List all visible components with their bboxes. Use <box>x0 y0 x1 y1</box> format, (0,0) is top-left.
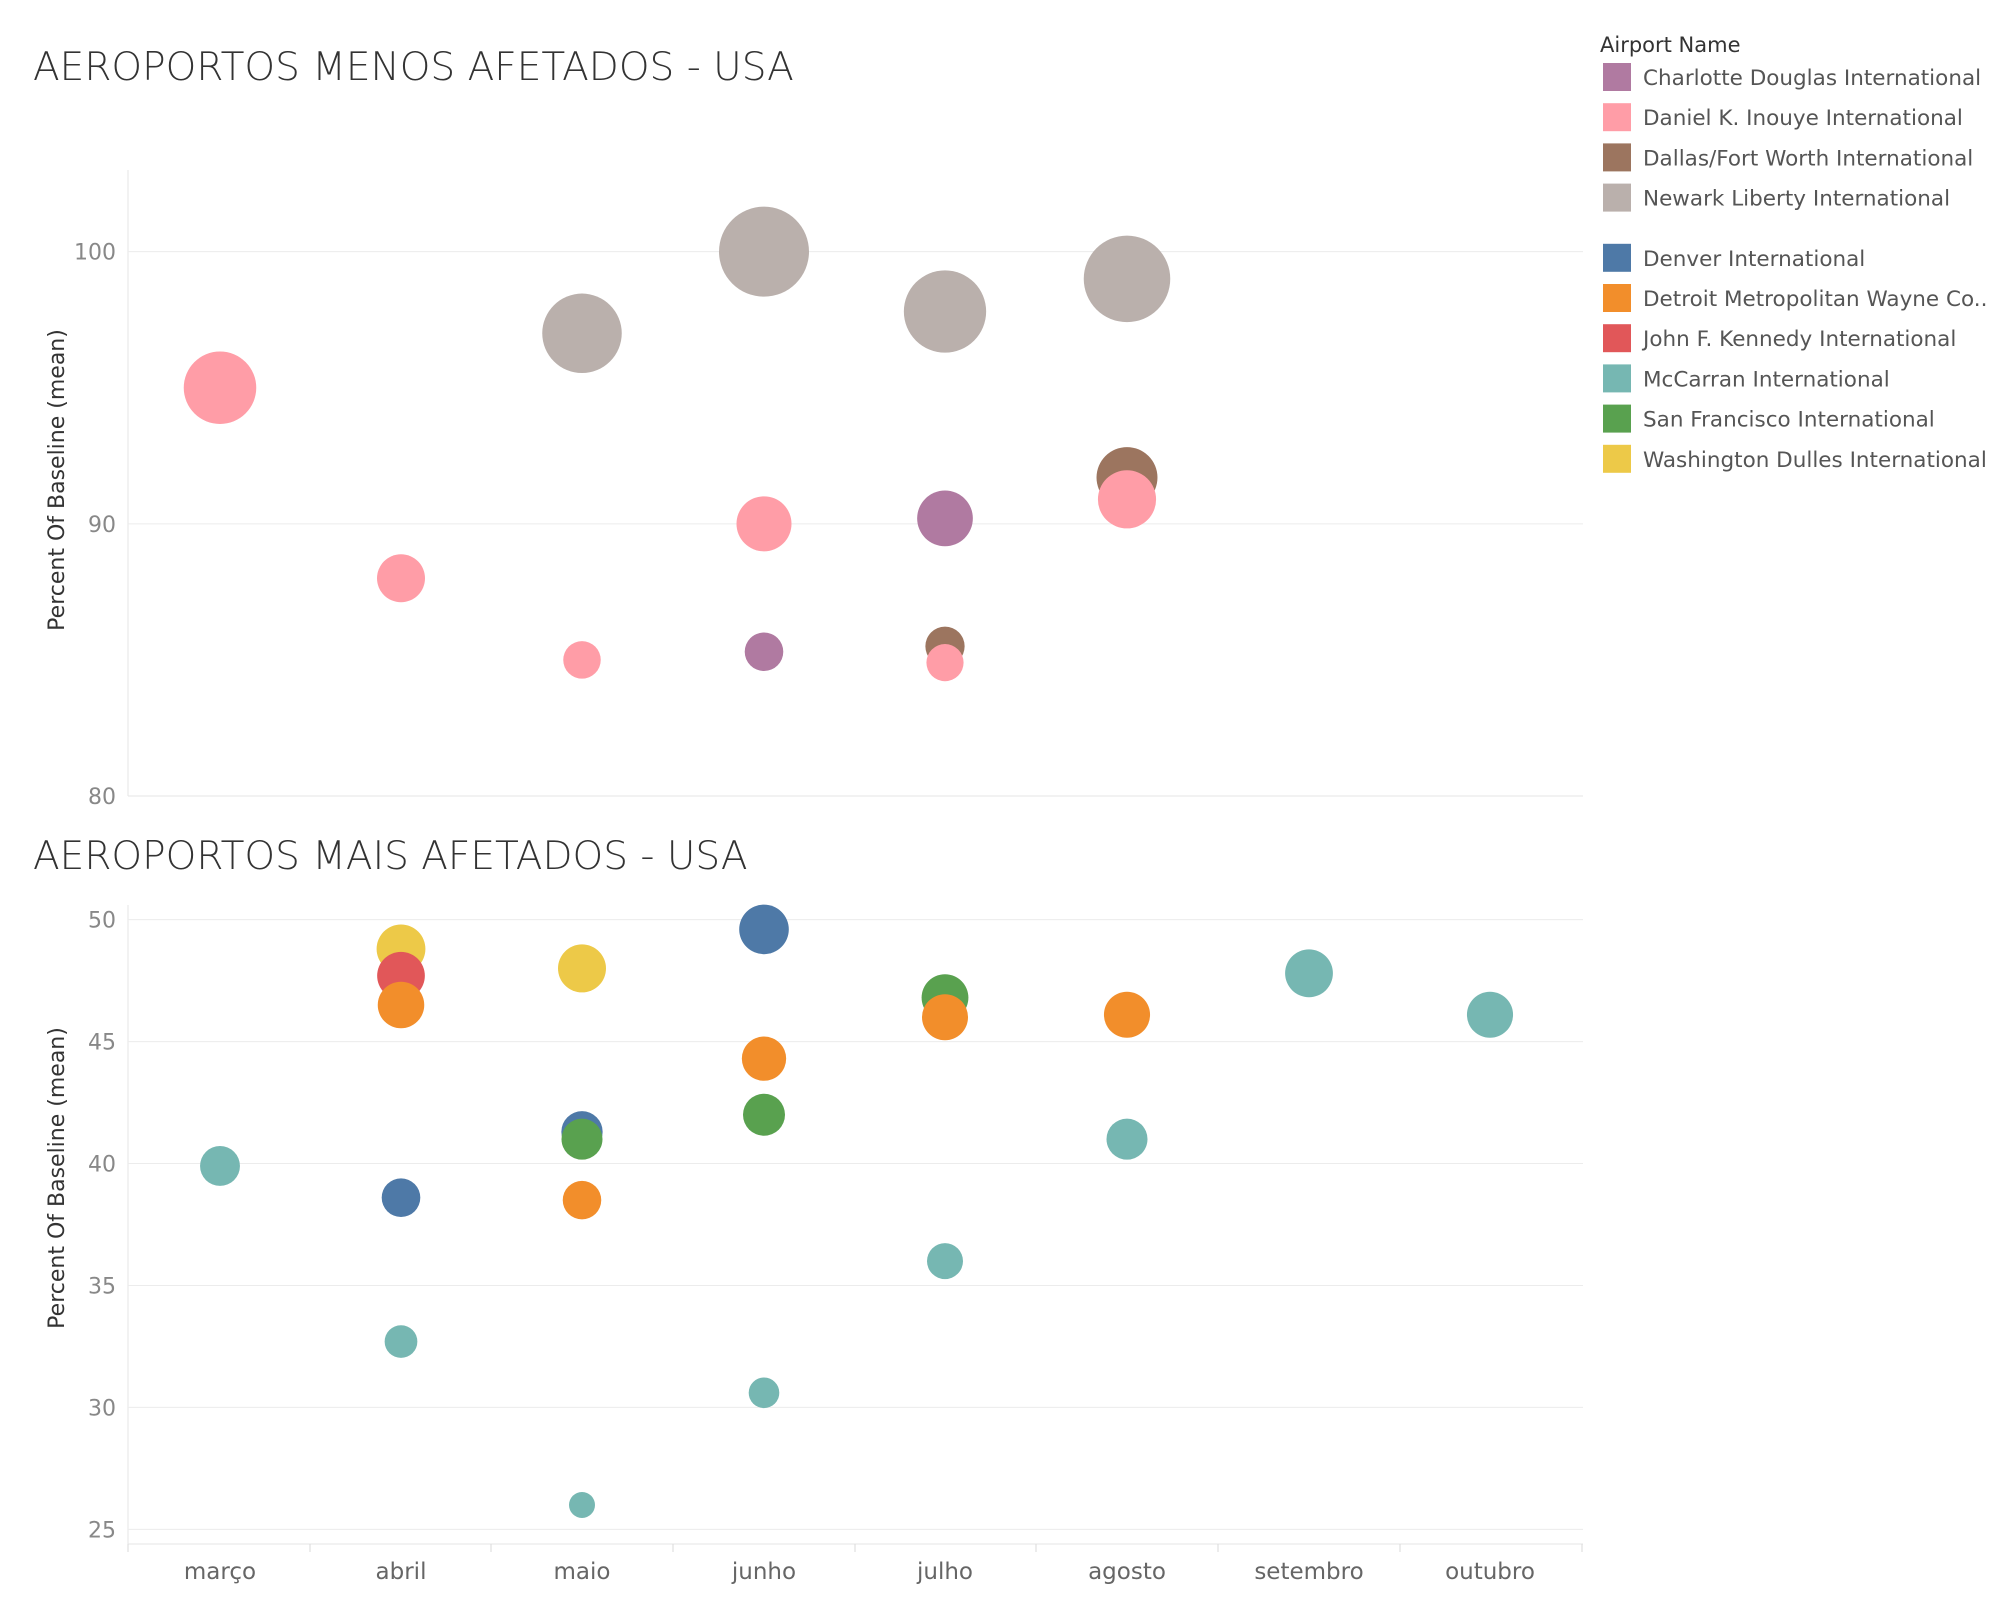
legend-swatch <box>1603 103 1631 132</box>
x-tick-label: agosto <box>1088 1559 1166 1585</box>
data-point <box>200 1146 240 1186</box>
legend-label: Daniel K. Inouye International <box>1643 106 1963 131</box>
x-tick-label: abril <box>376 1559 427 1585</box>
legend-label: Detroit Metropolitan Wayne Co.. <box>1643 287 1987 312</box>
legend-item[interactable]: Newark Liberty International <box>1603 183 1950 212</box>
x-tick-label: setembro <box>1254 1559 1363 1585</box>
chart-most-affected: AEROPORTOS MAIS AFETADOS - USA Percent O… <box>33 834 1583 1585</box>
data-point <box>917 490 973 547</box>
legend-swatch <box>1603 284 1631 312</box>
x-tick-label: março <box>184 1559 256 1585</box>
legend-item[interactable]: Washington Dulles International <box>1603 444 1987 473</box>
legend-label: San Francisco International <box>1643 408 1935 433</box>
y-tick-label: 35 <box>88 1274 116 1299</box>
legend-swatch <box>1603 183 1631 212</box>
gridlines <box>127 170 1583 797</box>
data-point <box>743 1093 785 1136</box>
data-point <box>1097 470 1157 529</box>
data-point <box>183 351 257 424</box>
legend-label: Washington Dulles International <box>1643 448 1987 473</box>
y-tick-label: 90 <box>88 513 116 538</box>
data-point <box>561 1118 603 1160</box>
legend-swatch <box>1603 404 1631 433</box>
data-point <box>384 1325 418 1358</box>
data-point <box>927 1243 963 1280</box>
y-tick-label: 25 <box>88 1518 116 1543</box>
data-point <box>542 293 622 374</box>
y-tick-label: 45 <box>88 1031 116 1056</box>
data-point <box>562 1180 602 1220</box>
legend-item[interactable]: Detroit Metropolitan Wayne Co.. <box>1603 284 1987 312</box>
x-tick-label: julho <box>916 1559 973 1585</box>
y-tick-label: 100 <box>74 241 116 266</box>
gridlines <box>127 905 1583 1545</box>
legend: Airport Name Charlotte Douglas Internati… <box>1600 33 1987 473</box>
data-point <box>1103 991 1151 1038</box>
data-point <box>739 904 789 955</box>
data-point <box>922 994 968 1041</box>
data-point <box>1106 1118 1148 1160</box>
legend-item[interactable]: Dallas/Fort Worth International <box>1603 143 1973 172</box>
y-axis-label: Percent Of Baseline (mean) <box>45 329 70 631</box>
data-point <box>381 1178 421 1217</box>
legend-swatch <box>1603 243 1631 272</box>
legend-label: Dallas/Fort Worth International <box>1643 146 1973 171</box>
legend-item[interactable]: Denver International <box>1603 243 1865 272</box>
x-tick-label: maio <box>554 1559 611 1585</box>
x-axis-ticks: março abril maio junho julho agosto setembro ou… <box>127 1544 1583 1585</box>
legend-swatch <box>1603 324 1631 353</box>
data-point <box>569 1491 595 1518</box>
data-point <box>377 554 425 603</box>
legend-items: Charlotte Douglas International Daniel K.… <box>1603 63 1987 473</box>
data-point <box>558 944 606 993</box>
data-point <box>1285 949 1333 998</box>
legend-swatch <box>1603 63 1631 91</box>
legend-item[interactable]: Charlotte Douglas International <box>1603 63 1981 91</box>
legend-title: Airport Name <box>1600 33 1741 57</box>
data-points <box>183 206 1171 682</box>
legend-item[interactable]: Daniel K. Inouye International <box>1603 103 1963 132</box>
data-point <box>1083 235 1171 323</box>
legend-swatch <box>1603 143 1631 172</box>
data-point <box>926 644 964 682</box>
data-points <box>200 904 1514 1518</box>
y-tick-label: 80 <box>88 785 116 810</box>
chart-title: AEROPORTOS MENOS AFETADOS - USA <box>33 45 794 90</box>
chart-title: AEROPORTOS MAIS AFETADOS - USA <box>33 834 748 879</box>
legend-label: John F. Kennedy International <box>1641 327 1956 352</box>
legend-swatch <box>1603 444 1631 473</box>
x-tick-label: outubro <box>1445 1559 1535 1585</box>
data-point <box>719 206 809 297</box>
legend-label: Charlotte Douglas International <box>1643 66 1981 91</box>
y-tick-label: 30 <box>88 1396 116 1421</box>
y-tick-label: 40 <box>88 1153 116 1178</box>
data-point <box>377 981 425 1029</box>
data-point <box>748 1377 780 1409</box>
data-point <box>903 270 987 353</box>
y-tick-label: 50 <box>88 909 116 934</box>
legend-label: Newark Liberty International <box>1643 187 1950 212</box>
x-tick-label: junho <box>731 1559 796 1585</box>
legend-swatch <box>1603 364 1631 393</box>
legend-label: McCarran International <box>1643 367 1890 392</box>
y-axis-ticks: 80 90 100 <box>74 241 116 810</box>
data-point <box>741 1036 787 1081</box>
y-axis-ticks: 25 30 35 40 45 50 <box>88 909 116 1544</box>
legend-item[interactable]: McCarran International <box>1603 364 1890 393</box>
chart-least-affected: AEROPORTOS MENOS AFETADOS - USA Percent … <box>33 45 1583 810</box>
legend-item[interactable]: John F. Kennedy International <box>1603 324 1956 353</box>
data-point <box>736 496 792 552</box>
data-point <box>744 632 784 672</box>
legend-item[interactable]: San Francisco International <box>1603 404 1935 433</box>
data-point <box>1466 991 1514 1038</box>
legend-label: Denver International <box>1643 247 1865 272</box>
data-point <box>563 641 601 679</box>
y-axis-label: Percent Of Baseline (mean) <box>45 1027 70 1329</box>
